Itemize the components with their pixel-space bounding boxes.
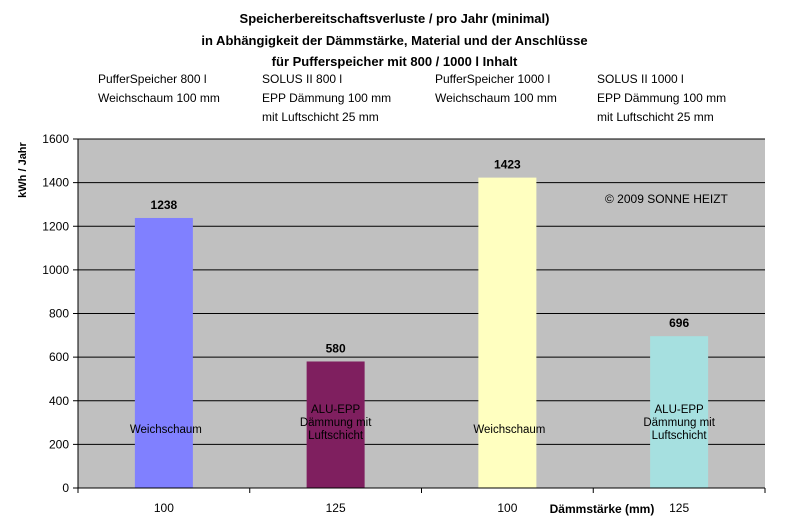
bar-description-2-line-1: SOLUS II 800 l (262, 72, 343, 86)
bar-description-4-line-3: mit Luftschicht 25 mm (597, 110, 714, 124)
bar-description-2-line-2: EPP Dämmung 100 mm (262, 91, 392, 105)
bar-description-4: SOLUS II 1000 l EPP Dämmung 100 mm mit L… (597, 70, 726, 127)
y-tick-label-800: 800 (49, 307, 69, 321)
y-tick-label-400: 400 (49, 394, 69, 408)
bar-4-text-line-2: Dämmung mit (643, 417, 715, 429)
chart-title-line-2: in Abhängigkeit der Dämmstärke, Material… (201, 33, 588, 48)
bar-description-3-line-2: Weichschaum 100 mm (435, 91, 557, 105)
bar-description-2: SOLUS II 800 l EPP Dämmung 100 mm mit Lu… (262, 70, 391, 127)
y-tick-label-1200: 1200 (42, 219, 69, 233)
bar-description-1-line-1: PufferSpeicher 800 l (98, 72, 207, 86)
data-label-2: 580 (326, 341, 346, 355)
x-axis-title: Dämmstärke (mm) (550, 502, 655, 516)
bar-1 (134, 217, 193, 488)
chart-title-line-3: für Pufferspeicher mit 800 / 1000 l Inha… (271, 54, 518, 69)
x-tick-label-1: 100 (154, 501, 174, 515)
y-tick-label-0: 0 (62, 481, 69, 495)
y-tick-label-1600: 1600 (42, 132, 69, 146)
data-label-4: 696 (669, 316, 689, 330)
bar-description-4-line-1: SOLUS II 1000 l (597, 72, 684, 86)
data-label-3: 1423 (494, 158, 521, 172)
x-tick-label-4: 125 (669, 501, 689, 515)
bar-3-text-line-1: Weichschaum (473, 424, 545, 436)
bar-2-text-line-1: ALU-EPP (311, 404, 361, 416)
y-tick-label-600: 600 (49, 350, 69, 364)
y-tick-label-1400: 1400 (42, 176, 69, 190)
bar-description-2-line-3: mit Luftschicht 25 mm (262, 110, 379, 124)
y-axis-title: kWh / Jahr (17, 141, 29, 197)
bar-description-3-line-1: PufferSpeicher 1000 l (435, 72, 551, 86)
bar-4-text-line-3: Luftschicht (652, 430, 708, 442)
bar-4-text-line-1: ALU-EPP (655, 404, 705, 416)
chart-title-line-1: Speicherbereitschaftsverluste / pro Jahr… (239, 11, 550, 26)
data-label-1: 1238 (151, 198, 178, 212)
bar-4 (650, 336, 709, 488)
y-tick-label-200: 200 (49, 437, 69, 451)
bar-description-4-line-2: EPP Dämmung 100 mm (597, 91, 727, 105)
bar-2 (306, 361, 365, 488)
bar-description-1-line-2: Weichschaum 100 mm (98, 91, 220, 105)
y-tick-label-1000: 1000 (42, 263, 69, 277)
bar-3 (478, 177, 537, 488)
x-tick-label-2: 125 (326, 501, 346, 515)
bar-2-text-line-3: Luftschicht (308, 430, 364, 442)
bar-description-3: PufferSpeicher 1000 l Weichschaum 100 mm (435, 70, 557, 108)
bar-2-text-line-2: Dämmung mit (300, 417, 372, 429)
bar-description-1: PufferSpeicher 800 l Weichschaum 100 mm (98, 70, 220, 108)
copyright-annotation: © 2009 SONNE HEIZT (605, 192, 729, 206)
x-tick-label-3: 100 (497, 501, 517, 515)
bar-1-text-line-1: Weichschaum (130, 424, 202, 436)
